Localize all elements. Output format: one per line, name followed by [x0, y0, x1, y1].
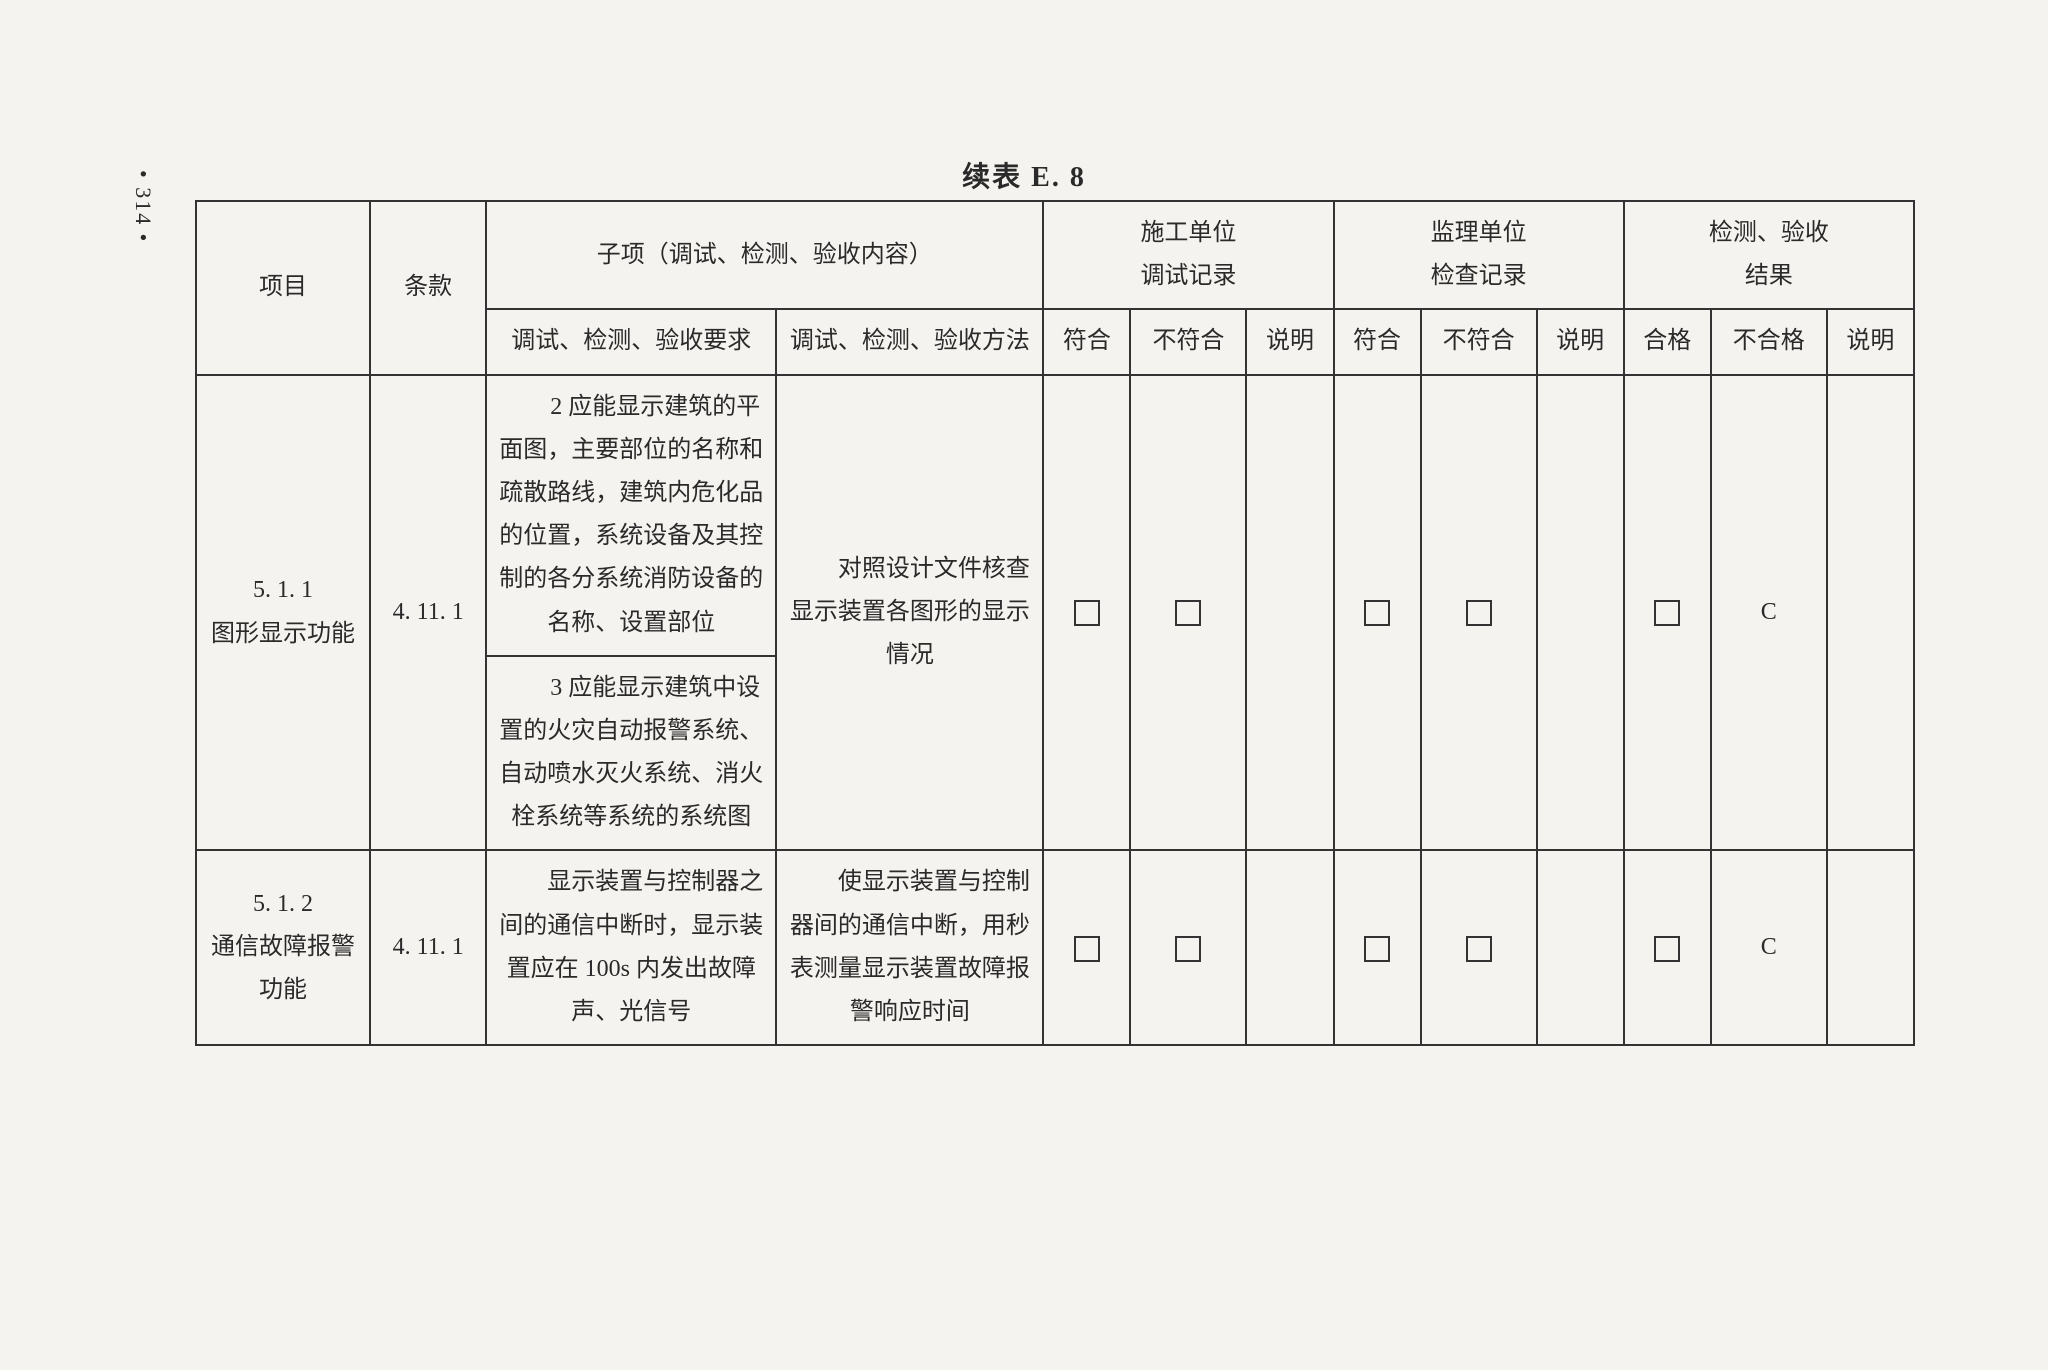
table-row: 5. 1. 2 通信故障报警 功能 4. 11. 1 显示装置与控制器之间的通信…	[196, 850, 1914, 1045]
cell-nonconform-2a	[1130, 850, 1246, 1045]
header-note-2: 说明	[1537, 309, 1624, 374]
header-fail: 不合格	[1711, 309, 1827, 374]
cell-note-1b	[1537, 375, 1624, 851]
header-inspection-line2: 结果	[1745, 263, 1793, 289]
checkbox-icon	[1175, 936, 1201, 962]
checkbox-icon	[1654, 600, 1680, 626]
cell-conform-1b	[1334, 375, 1421, 851]
header-method: 调试、检测、验收方法	[776, 309, 1043, 374]
header-supervision: 监理单位 检查记录	[1334, 201, 1624, 309]
checkbox-icon	[1175, 600, 1201, 626]
cell-requirement-1b: 3 应能显示建筑中设置的火灾自动报警系统、自动喷水灭火系统、消火栓系统等系统的系…	[486, 656, 776, 851]
header-row-1: 项目 条款 子项（调试、检测、验收内容） 施工单位 调试记录 监理单位 检查记录…	[196, 201, 1914, 309]
cell-method-2: 使显示装置与控制器间的通信中断，用秒表测量显示装置故障报警响应时间	[776, 850, 1043, 1045]
cell-nonconform-2b	[1421, 850, 1537, 1045]
project-code-1: 5. 1. 1	[253, 577, 313, 603]
header-note-3: 说明	[1827, 309, 1914, 374]
cell-note-2c	[1827, 850, 1914, 1045]
table-title: 续表 E. 8	[962, 155, 1086, 195]
cell-clause-2: 4. 11. 1	[370, 850, 486, 1045]
header-nonconform-2: 不符合	[1421, 309, 1537, 374]
checkbox-icon	[1364, 600, 1390, 626]
cell-nonconform-1b	[1421, 375, 1537, 851]
header-construction-line2: 调试记录	[1140, 263, 1236, 289]
cell-note-2a	[1246, 850, 1333, 1045]
cell-note-1a	[1246, 375, 1333, 851]
header-requirement: 调试、检测、验收要求	[486, 309, 776, 374]
cell-note-1c	[1827, 375, 1914, 851]
header-nonconform-1: 不符合	[1130, 309, 1246, 374]
inspection-table: 项目 条款 子项（调试、检测、验收内容） 施工单位 调试记录 监理单位 检查记录…	[195, 200, 1915, 1046]
header-project: 项目	[196, 201, 370, 375]
cell-nonconform-1a	[1130, 375, 1246, 851]
header-inspection: 检测、验收 结果	[1624, 201, 1914, 309]
table-row: 5. 1. 1 图形显示功能 4. 11. 1 2 应能显示建筑的平面图，主要部…	[196, 375, 1914, 656]
cell-project-1: 5. 1. 1 图形显示功能	[196, 375, 370, 851]
checkbox-icon	[1654, 936, 1680, 962]
cell-note-2b	[1537, 850, 1624, 1045]
header-supervision-line2: 检查记录	[1431, 263, 1527, 289]
cell-requirement-1a: 2 应能显示建筑的平面图，主要部位的名称和疏散路线，建筑内危化品的位置，系统设备…	[486, 375, 776, 656]
header-subitem: 子项（调试、检测、验收内容）	[486, 201, 1043, 309]
cell-conform-2b	[1334, 850, 1421, 1045]
project-name-1: 图形显示功能	[211, 621, 355, 647]
cell-conform-1a	[1043, 375, 1130, 851]
header-supervision-line1: 监理单位	[1431, 220, 1527, 246]
cell-method-1: 对照设计文件核查显示装置各图形的显示情况	[776, 375, 1043, 851]
cell-conform-2a	[1043, 850, 1130, 1045]
cell-pass-1	[1624, 375, 1711, 851]
page-number: 314	[130, 170, 156, 243]
header-construction: 施工单位 调试记录	[1043, 201, 1333, 309]
header-pass: 合格	[1624, 309, 1711, 374]
cell-requirement-2: 显示装置与控制器之间的通信中断时，显示装置应在 100s 内发出故障声、光信号	[486, 850, 776, 1045]
project-name-2b: 功能	[259, 977, 307, 1003]
cell-clause-1: 4. 11. 1	[370, 375, 486, 851]
checkbox-icon	[1074, 600, 1100, 626]
checkbox-icon	[1074, 936, 1100, 962]
cell-fail-1: C	[1711, 375, 1827, 851]
cell-pass-2	[1624, 850, 1711, 1045]
checkbox-icon	[1364, 936, 1390, 962]
project-code-2: 5. 1. 2	[253, 891, 313, 917]
header-clause: 条款	[370, 201, 486, 375]
header-note-1: 说明	[1246, 309, 1333, 374]
header-conform-2: 符合	[1334, 309, 1421, 374]
cell-fail-2: C	[1711, 850, 1827, 1045]
header-construction-line1: 施工单位	[1140, 220, 1236, 246]
cell-project-2: 5. 1. 2 通信故障报警 功能	[196, 850, 370, 1045]
header-inspection-line1: 检测、验收	[1709, 220, 1829, 246]
project-name-2a: 通信故障报警	[211, 934, 355, 960]
header-conform-1: 符合	[1043, 309, 1130, 374]
checkbox-icon	[1466, 600, 1492, 626]
checkbox-icon	[1466, 936, 1492, 962]
